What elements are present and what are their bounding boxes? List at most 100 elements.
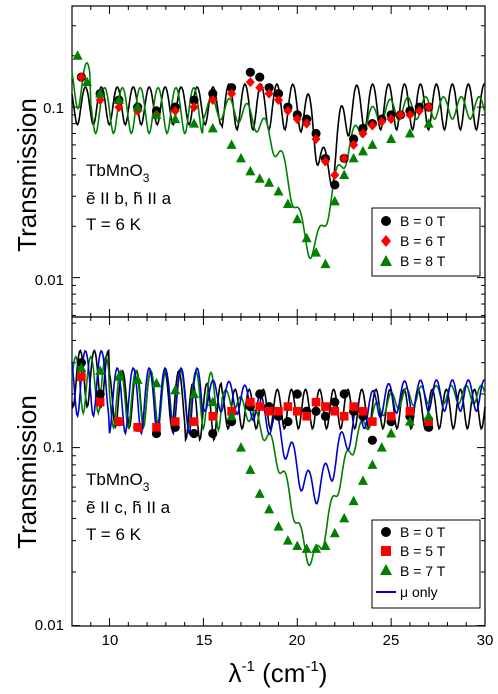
data-point-b-6-t (302, 118, 312, 129)
data-point-b-7-t (320, 540, 331, 551)
data-point-b-8-t (348, 152, 359, 163)
legend-marker-b7-bottom (380, 564, 392, 575)
data-point-b-6-t (189, 102, 199, 113)
data-point-b-6-t (396, 109, 406, 120)
data-point-b-0-t (339, 389, 349, 399)
data-point-b-7-t (76, 362, 87, 373)
data-point-b-6-t (76, 72, 86, 83)
xtick-label-10: 10 (102, 632, 119, 649)
data-point-b-0-t (255, 72, 265, 82)
annotation-bottom-line1: TbMnO3 (86, 470, 150, 494)
data-point-b-6-t (208, 95, 218, 106)
data-point-b-5-t (302, 411, 311, 421)
data-point-b-8-t (207, 122, 218, 133)
data-point-b-6-t (227, 88, 237, 99)
data-point-b-6-t (386, 114, 396, 125)
data-point-b-8-t (132, 101, 143, 112)
data-point-b-5-t (339, 411, 349, 421)
data-point-b-7-t (292, 540, 303, 551)
data-point-b-7-t (339, 512, 350, 523)
data-point-b-6-t (414, 105, 424, 116)
data-point-b-5-t (189, 417, 199, 426)
data-point-b-7-t (273, 521, 284, 531)
xtick-label-15: 15 (196, 632, 213, 649)
legend-label-b8-top: B = 8 T (400, 253, 446, 269)
data-point-b-8-t (301, 232, 312, 243)
data-point-b-6-t (339, 153, 349, 164)
data-point-b-8-t (329, 195, 340, 206)
data-point-b-5-t (274, 406, 283, 416)
data-point-b-8-t (235, 152, 246, 163)
data-point-b-7-t (423, 410, 434, 421)
xtick-label-30: 30 (477, 632, 494, 649)
data-point-b-0-t (283, 416, 293, 427)
data-point-b-8-t (386, 133, 397, 143)
annotation-bottom-line2: ẽ II c, h̃ II a (86, 498, 171, 517)
data-point-b-7-t (95, 365, 106, 375)
data-point-b-7-t (170, 384, 181, 395)
panel-bottom: 0.1 0.01 Transmission 10 15 20 25 30 λ-1… (12, 316, 494, 688)
data-point-b-6-t (292, 114, 302, 125)
data-point-b-7-t (301, 543, 312, 553)
data-point-b-6-t (405, 109, 415, 120)
data-point-b-6-t (274, 95, 283, 106)
data-point-b-0-t (292, 389, 302, 399)
data-point-b-8-t (273, 185, 284, 196)
data-point-b-0-t (208, 428, 218, 439)
data-point-b-7-t (386, 428, 397, 438)
data-point-b-5-t (424, 417, 433, 426)
data-point-b-0-t (311, 128, 321, 139)
data-point-b-5-t (133, 423, 143, 432)
data-point-b-7-t (404, 416, 415, 426)
panel-top: 0.1 0.01 Transmission TbMnO3 ẽ II b, h̃ … (12, 5, 486, 318)
data-point-b-0-t (330, 180, 340, 190)
legend-label-b5-bottom: B = 5 T (400, 543, 446, 559)
data-point-b-5-t (292, 406, 302, 416)
data-point-b-7-t (226, 410, 237, 421)
data-point-b-8-t (423, 118, 434, 128)
annotation-top-line3: T = 6 K (86, 215, 142, 234)
data-point-b-5-t (208, 411, 218, 421)
y-axis-label-top: Transmission (12, 98, 42, 252)
xtick-label-25: 25 (383, 632, 400, 649)
data-point-b-7-t (264, 503, 275, 514)
annotation-bottom: TbMnO3 ẽ II c, h̃ II a T = 6 K (86, 470, 171, 544)
data-point-b-5-t (170, 417, 180, 426)
data-point-b-7-t (282, 535, 293, 545)
data-point-b-8-t (72, 50, 83, 60)
data-point-b-7-t (151, 377, 162, 388)
xtick-label-20: 20 (289, 632, 306, 649)
data-point-b-8-t (367, 139, 378, 149)
data-point-b-8-t (357, 145, 368, 156)
data-point-b-6-t (245, 77, 255, 88)
data-point-b-0-t (208, 88, 218, 99)
data-point-b-8-t (339, 169, 350, 179)
data-point-b-8-t (282, 198, 293, 209)
data-point-b-7-t (357, 475, 368, 485)
data-point-b-6-t (283, 105, 293, 116)
data-point-b-6-t (114, 102, 124, 113)
data-point-b-0-t (320, 411, 331, 421)
data-point-b-5-t (405, 406, 415, 416)
data-point-b-5-t (114, 417, 124, 426)
data-point-b-0-t (95, 389, 105, 399)
data-point-b-8-t (189, 118, 200, 128)
data-point-b-8-t (254, 173, 265, 183)
data-marks-top (72, 50, 434, 269)
data-point-b-5-t (311, 397, 321, 407)
legend-label-b6-top: B = 6 T (400, 233, 446, 249)
data-point-b-0-t (330, 397, 340, 407)
data-point-b-6-t (264, 88, 274, 99)
data-point-b-5-t (246, 397, 255, 407)
legend-label-b7-bottom: B = 7 T (400, 563, 446, 579)
legend-top: B = 0 T B = 6 T B = 8 T (371, 207, 481, 277)
data-point-b-0-t (273, 88, 284, 99)
data-point-b-0-t (226, 83, 237, 93)
annotation-top-line2: ẽ II b, h̃ II a (86, 189, 172, 208)
data-point-b-6-t (255, 82, 265, 93)
data-point-b-5-t (358, 406, 368, 416)
data-point-b-7-t (311, 543, 322, 553)
data-point-b-7-t (348, 495, 359, 506)
data-point-b-6-t (320, 156, 330, 167)
